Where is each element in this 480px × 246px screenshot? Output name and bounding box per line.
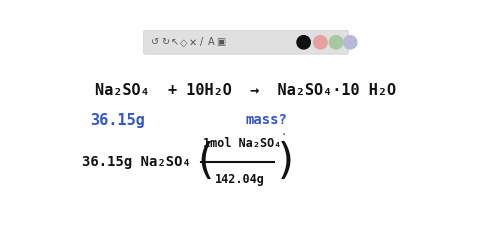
Text: Na₂SO₄  + 10H₂O  →  Na₂SO₄·10 H₂O: Na₂SO₄ + 10H₂O → Na₂SO₄·10 H₂O <box>96 83 396 98</box>
Text: ↺: ↺ <box>151 37 159 47</box>
Text: ↻: ↻ <box>161 37 169 47</box>
Text: (: ( <box>192 141 217 183</box>
Ellipse shape <box>314 36 327 49</box>
Text: mass?: mass? <box>246 113 288 127</box>
Text: .: . <box>281 124 286 138</box>
Text: A: A <box>208 37 215 47</box>
Text: ↖: ↖ <box>170 37 179 47</box>
Text: /: / <box>201 37 204 47</box>
Text: 1mol Na₂SO₄: 1mol Na₂SO₄ <box>203 137 282 150</box>
Text: 36.15g Na₂SO₄: 36.15g Na₂SO₄ <box>83 155 191 169</box>
Ellipse shape <box>344 36 357 49</box>
Text: ✕: ✕ <box>189 37 197 47</box>
Text: 36.15g: 36.15g <box>90 113 144 128</box>
Ellipse shape <box>329 36 343 49</box>
Text: ▣: ▣ <box>216 37 225 47</box>
Text: 142.04g: 142.04g <box>215 173 264 186</box>
FancyBboxPatch shape <box>144 31 348 54</box>
Ellipse shape <box>297 36 311 49</box>
Text: ): ) <box>274 141 299 183</box>
Text: ◇: ◇ <box>180 37 187 47</box>
